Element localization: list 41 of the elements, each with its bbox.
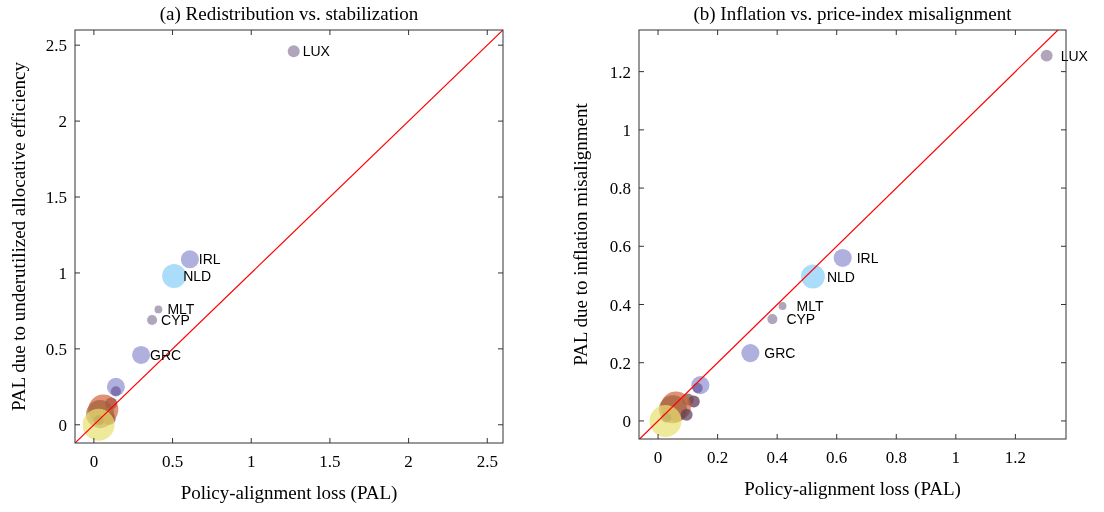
annotation: NLD xyxy=(826,268,855,285)
x-tick-label: 0.8 xyxy=(885,448,907,467)
x-tick-label: 0.4 xyxy=(766,448,789,467)
x-tick-label: 1.2 xyxy=(1004,448,1026,467)
y-tick-label: 1.2 xyxy=(609,62,631,82)
x-tick-label: 1 xyxy=(951,448,961,467)
y-tick-label: 0.4 xyxy=(609,295,632,315)
x-tick-label: 2 xyxy=(404,452,413,471)
annotation: MLT xyxy=(796,297,824,314)
x-tick-label: 0.2 xyxy=(706,448,729,467)
annotation: NLD xyxy=(183,267,212,284)
y-tick-label: 2.5 xyxy=(45,36,67,56)
chart-title: (b) Inflation vs. price-index misalignment xyxy=(693,3,1013,25)
annotation: LUX xyxy=(302,43,331,60)
y-tick-label: 0.2 xyxy=(609,353,631,373)
x-axis-title: Policy-alignment loss (PAL) xyxy=(744,478,961,500)
annotation: CYP xyxy=(786,311,816,328)
y-tick-label: 0.8 xyxy=(609,179,631,199)
y-axis-title: PAL due to underutilized allocative efficiency xyxy=(8,61,29,412)
annotation: GRC xyxy=(764,345,796,362)
x-tick-label: 1 xyxy=(246,452,256,471)
annotation: IRL xyxy=(198,251,221,268)
y-tick-label: 2 xyxy=(58,112,67,132)
annotation: LUX xyxy=(1060,47,1089,64)
x-tick-label: 0.6 xyxy=(826,448,848,467)
y-tick-label: 1 xyxy=(58,263,67,283)
x-tick-label: 0 xyxy=(653,448,663,467)
annotation: IRL xyxy=(856,249,879,266)
y-tick-label: 1.5 xyxy=(45,188,67,208)
chart-title: (a) Redistribution vs. stabilization xyxy=(159,3,419,25)
x-tick-label: 2.5 xyxy=(476,452,498,471)
y-tick-label: 0 xyxy=(622,411,631,431)
x-tick-label: 0 xyxy=(89,452,99,471)
y-tick-label: 0 xyxy=(58,415,67,435)
y-tick-label: 0.5 xyxy=(45,339,67,359)
x-tick-label: 0.5 xyxy=(161,452,184,471)
x-tick-label: 1.5 xyxy=(319,452,341,471)
y-tick-label: 0.6 xyxy=(609,237,631,257)
x-axis-title: Policy-alignment loss (PAL) xyxy=(180,482,398,504)
y-tick-label: 1 xyxy=(622,120,631,140)
y-axis-title: PAL due to inflation misalignment xyxy=(570,102,591,366)
